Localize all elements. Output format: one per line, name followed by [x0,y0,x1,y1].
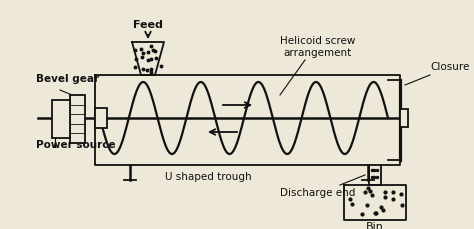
Bar [400,109,408,127]
Text: Helicoid screw: Helicoid screw [280,36,356,46]
Text: arrangement: arrangement [284,48,352,58]
Bar [52,100,70,138]
Text: Feed: Feed [133,20,163,30]
Text: Closure: Closure [430,62,469,72]
Text: Bin: Bin [366,222,384,229]
Text: Discharge end: Discharge end [280,188,356,198]
Bar [70,95,85,143]
Text: U shaped trough: U shaped trough [165,172,252,182]
Text: Bevel gear: Bevel gear [36,74,99,84]
Bar [95,108,107,128]
Text: Power source: Power source [36,140,116,150]
